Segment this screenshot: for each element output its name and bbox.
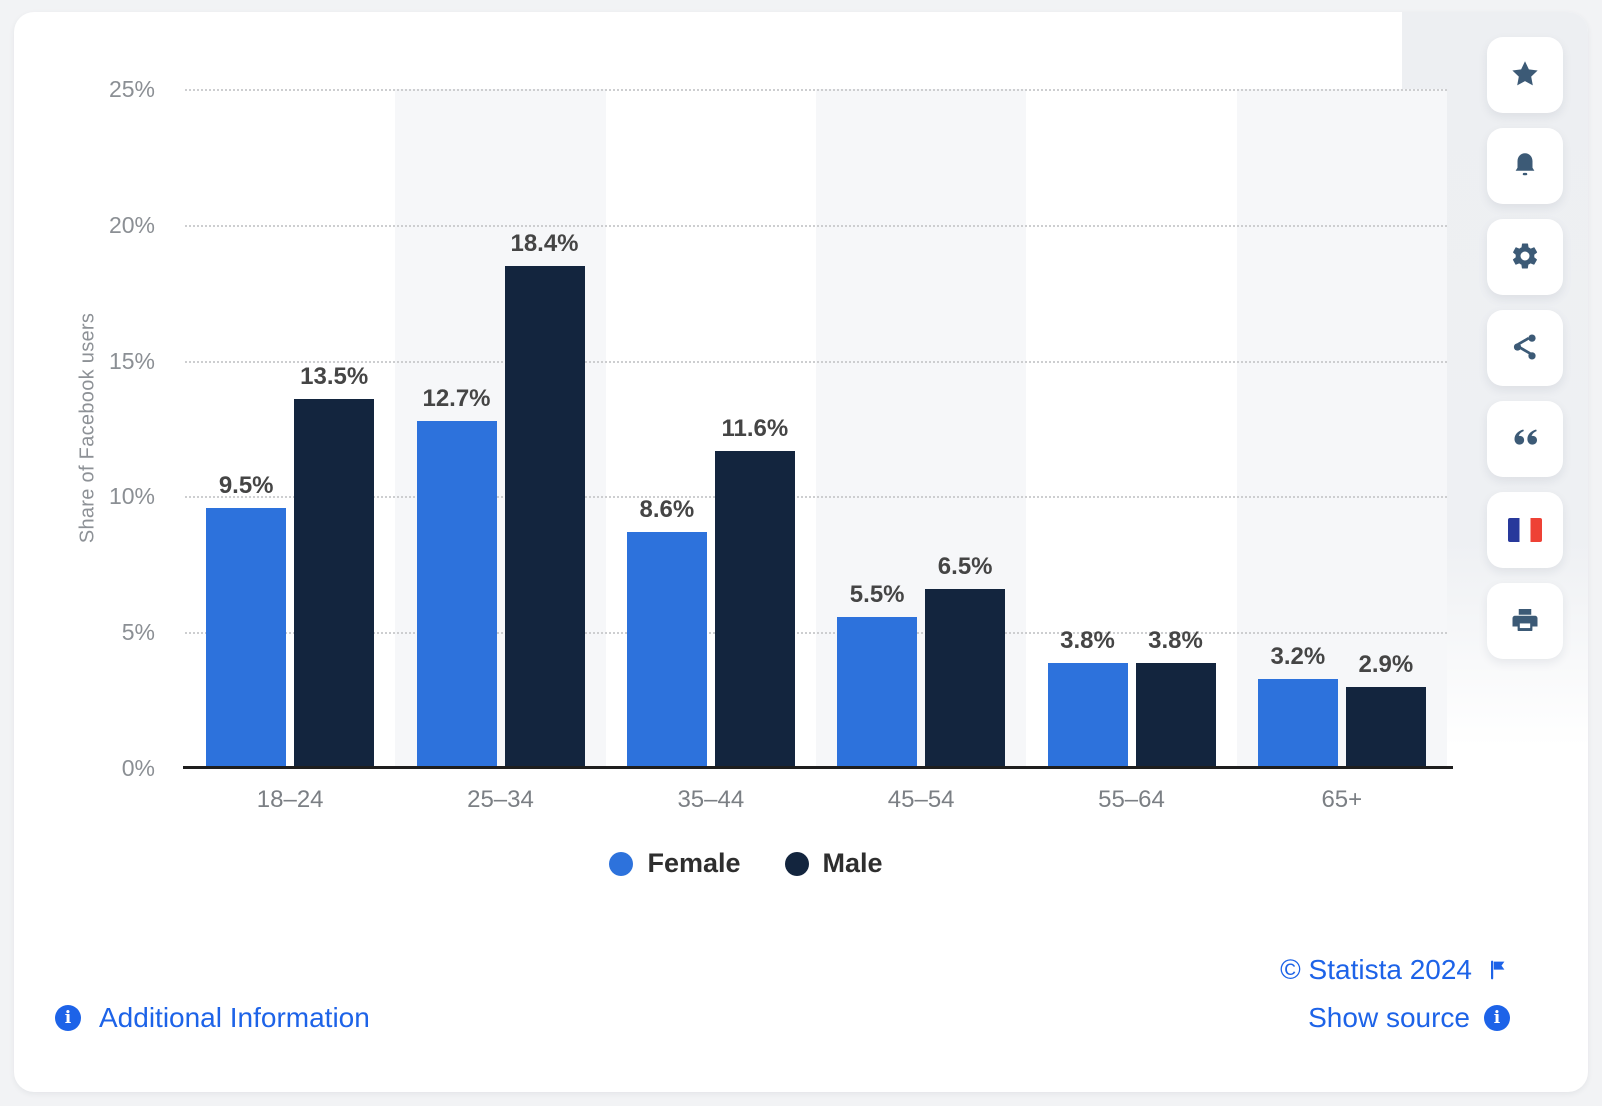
additional-information-link[interactable]: i Additional Information bbox=[55, 1002, 370, 1034]
chart-card: Share of Facebook users 0% 5% 10% 15% 20% 25%… bbox=[14, 12, 1588, 1092]
print-button[interactable] bbox=[1487, 583, 1563, 659]
info-icon: i bbox=[1484, 1005, 1510, 1031]
gridline bbox=[185, 496, 1447, 499]
data-label: 11.6% bbox=[721, 414, 789, 442]
copyright-label: © Statista 2024 bbox=[1280, 954, 1472, 985]
y-axis-tick-label: 20% bbox=[108, 211, 155, 238]
additional-information-label: Additional Information bbox=[99, 1002, 370, 1033]
x-axis-category-label: 18–24 bbox=[256, 786, 324, 813]
y-axis-tick-label: 0% bbox=[121, 755, 155, 781]
legend-label: Male bbox=[822, 848, 883, 878]
bell-icon bbox=[1510, 150, 1540, 183]
bar-male[interactable] bbox=[294, 399, 375, 766]
show-source-row[interactable]: Show source i bbox=[1308, 1002, 1510, 1034]
bar-female[interactable] bbox=[206, 507, 287, 766]
french-flag-icon bbox=[1508, 518, 1542, 542]
bar-male[interactable] bbox=[925, 589, 1006, 766]
plot-band bbox=[1236, 89, 1447, 768]
legend-item-male[interactable]: Male bbox=[784, 848, 883, 879]
data-label: 8.6% bbox=[639, 496, 695, 524]
share-icon bbox=[1510, 332, 1540, 365]
y-axis-tick-label: 5% bbox=[121, 619, 155, 646]
favorite-button[interactable] bbox=[1487, 37, 1563, 113]
data-label: 3.8% bbox=[1060, 626, 1115, 654]
data-label: 12.7% bbox=[422, 385, 491, 413]
plot-area: 9.5% 13.5% 18–24 12.7% 18.4% 25–34 8.6% 11.6% 35… bbox=[183, 89, 1453, 813]
info-icon: i bbox=[55, 1005, 81, 1031]
bar-female[interactable] bbox=[1047, 662, 1128, 766]
report-flag-icon bbox=[1486, 958, 1510, 982]
gear-icon bbox=[1510, 241, 1540, 274]
quote-icon bbox=[1510, 423, 1540, 456]
chart-legend: Female Male bbox=[14, 848, 1478, 879]
x-axis-category-label: 55–64 bbox=[1098, 786, 1165, 813]
show-source-label: Show source bbox=[1308, 1002, 1470, 1033]
bar-female[interactable] bbox=[837, 616, 918, 766]
y-axis-tick-label: 15% bbox=[108, 347, 155, 374]
toolbar-rail bbox=[1487, 37, 1563, 659]
bar-male[interactable] bbox=[1345, 687, 1426, 766]
copyright-row[interactable]: © Statista 2024 bbox=[1280, 954, 1510, 986]
data-label: 2.9% bbox=[1358, 651, 1414, 679]
bar-female[interactable] bbox=[416, 421, 497, 766]
x-axis-category-label: 65+ bbox=[1321, 786, 1363, 813]
data-label: 18.4% bbox=[510, 230, 579, 258]
x-axis-category-label: 25–34 bbox=[467, 786, 534, 813]
bar-female[interactable] bbox=[626, 532, 707, 766]
footer-right: © Statista 2024 Show source i bbox=[1280, 954, 1510, 1034]
data-label: 5.5% bbox=[849, 580, 905, 608]
share-button[interactable] bbox=[1487, 310, 1563, 386]
gridline bbox=[185, 89, 1447, 91]
bar-male[interactable] bbox=[504, 266, 585, 766]
printer-icon bbox=[1510, 605, 1540, 638]
gridline bbox=[185, 224, 1447, 227]
citation-button[interactable] bbox=[1487, 401, 1563, 477]
star-icon bbox=[1510, 59, 1540, 92]
language-button[interactable] bbox=[1487, 492, 1563, 568]
chart-region: Share of Facebook users 0% 5% 10% 15% 20% 25%… bbox=[14, 12, 1588, 1092]
x-axis-line bbox=[183, 766, 1453, 769]
x-axis-category-label: 35–44 bbox=[677, 786, 745, 813]
bar-male[interactable] bbox=[1135, 662, 1216, 766]
notification-button[interactable] bbox=[1487, 128, 1563, 204]
settings-button[interactable] bbox=[1487, 219, 1563, 295]
y-axis-tick-label: 10% bbox=[108, 483, 155, 510]
bar-female[interactable] bbox=[1257, 679, 1338, 766]
data-label: 13.5% bbox=[300, 363, 369, 391]
data-label: 3.8% bbox=[1148, 626, 1203, 654]
data-label: 9.5% bbox=[218, 471, 274, 499]
legend-item-female[interactable]: Female bbox=[609, 848, 741, 879]
y-axis-tick-label: 25% bbox=[108, 76, 155, 102]
gridline bbox=[185, 632, 1447, 635]
x-axis-category-label: 45–54 bbox=[887, 786, 955, 813]
gridline bbox=[185, 360, 1447, 363]
data-label: 3.2% bbox=[1270, 643, 1326, 671]
legend-label: Female bbox=[647, 848, 741, 878]
bar-male[interactable] bbox=[714, 450, 795, 766]
data-label: 6.5% bbox=[937, 553, 993, 581]
legend-marker bbox=[609, 851, 634, 876]
legend-marker bbox=[784, 851, 809, 876]
